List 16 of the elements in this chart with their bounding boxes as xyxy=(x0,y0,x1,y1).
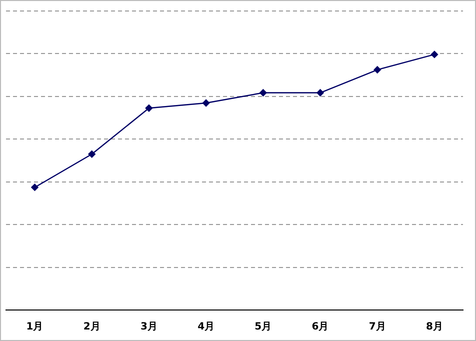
point xyxy=(145,104,153,112)
x-tick-label: 6月 xyxy=(312,322,329,333)
x-tick-label: 7月 xyxy=(368,322,386,333)
point xyxy=(430,50,438,58)
x-tick-label: 5月 xyxy=(254,322,272,333)
point xyxy=(202,99,210,107)
point xyxy=(260,89,267,96)
x-tick-label: 1月 xyxy=(26,322,44,333)
x-tick-label: 4月 xyxy=(198,322,215,333)
x-tick-label: 3月 xyxy=(140,322,158,333)
point xyxy=(374,66,381,74)
point xyxy=(316,89,324,96)
x-tick-label: 8月 xyxy=(426,322,443,333)
point xyxy=(88,150,96,158)
point xyxy=(31,184,38,191)
x-tick-label: 2月 xyxy=(83,322,100,333)
